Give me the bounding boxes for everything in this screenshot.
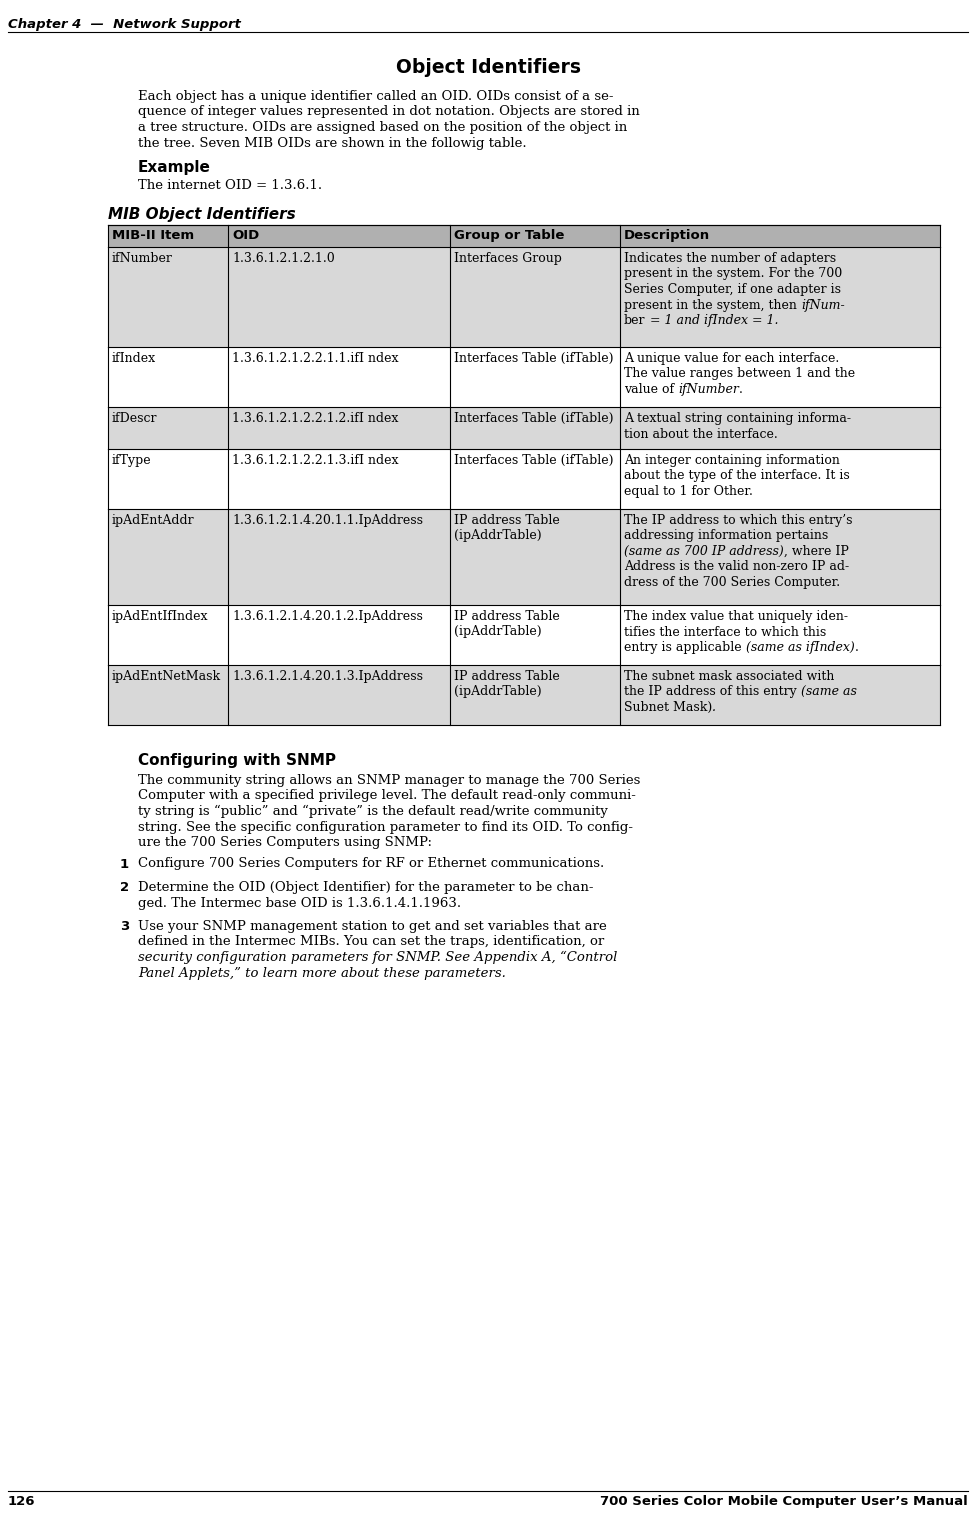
Text: ifNumber: ifNumber (678, 383, 739, 396)
Text: 1.3.6.1.2.1.4.20.1.2.IpAddress: 1.3.6.1.2.1.4.20.1.2.IpAddress (232, 611, 423, 623)
Text: Description: Description (624, 229, 711, 242)
Bar (108, 665, 940, 725)
Text: dress of the 700 Series Computer.: dress of the 700 Series Computer. (624, 576, 840, 589)
Text: addressing information pertains: addressing information pertains (624, 530, 829, 542)
Text: The internet OID = 1.3.6.1.: The internet OID = 1.3.6.1. (138, 179, 322, 191)
Text: ber: ber (624, 314, 645, 327)
Text: The community string allows an SNMP manager to manage the 700 Series: The community string allows an SNMP mana… (138, 775, 640, 787)
Text: The IP address to which this entry’s: The IP address to which this entry’s (624, 513, 852, 527)
Text: MIB Object Identifiers: MIB Object Identifiers (108, 207, 296, 222)
Text: Indicates the number of adapters: Indicates the number of adapters (624, 252, 836, 264)
Text: IP address Table: IP address Table (454, 513, 560, 527)
Text: 1.3.6.1.2.1.4.20.1.3.IpAddress: 1.3.6.1.2.1.4.20.1.3.IpAddress (232, 670, 423, 684)
Text: tion about the interface.: tion about the interface. (624, 427, 778, 441)
Text: .: . (854, 641, 858, 655)
Text: (same as: (same as (800, 685, 857, 699)
Text: The subnet mask associated with: The subnet mask associated with (624, 670, 834, 684)
Text: MIB-II Item: MIB-II Item (112, 229, 194, 242)
Text: IP address Table: IP address Table (454, 611, 560, 623)
Text: 2: 2 (120, 881, 129, 895)
Text: defined in the Intermec MIBs. You can set the traps, identification, or: defined in the Intermec MIBs. You can se… (138, 936, 604, 948)
Text: (ipAddrTable): (ipAddrTable) (454, 685, 542, 699)
Text: ure the 700 Series Computers using SNMP:: ure the 700 Series Computers using SNMP: (138, 835, 432, 849)
Text: 1: 1 (120, 858, 129, 870)
Text: Configuring with SNMP: Configuring with SNMP (138, 753, 336, 769)
Text: Chapter 4  —  Network Support: Chapter 4 — Network Support (8, 18, 241, 30)
Text: about the type of the interface. It is: about the type of the interface. It is (624, 469, 850, 483)
Bar (108, 605, 940, 665)
Text: ifIndex: ifIndex (112, 352, 156, 365)
Text: ty string is “public” and “private” is the default read/write community: ty string is “public” and “private” is t… (138, 805, 608, 819)
Bar (108, 225, 940, 248)
Text: Interfaces Table (ifTable): Interfaces Table (ifTable) (454, 412, 614, 425)
Text: Determine the OID (Object Identifier) for the parameter to be chan-: Determine the OID (Object Identifier) fo… (138, 881, 593, 895)
Text: Interfaces Table (ifTable): Interfaces Table (ifTable) (454, 454, 614, 466)
Text: the tree. Seven MIB OIDs are shown in the followig table.: the tree. Seven MIB OIDs are shown in th… (138, 137, 527, 149)
Text: Use your SNMP management station to get and set variables that are: Use your SNMP management station to get … (138, 921, 607, 933)
Text: A unique value for each interface.: A unique value for each interface. (624, 352, 839, 365)
Text: 126: 126 (8, 1495, 35, 1508)
Text: Address is the valid non-zero IP ad-: Address is the valid non-zero IP ad- (624, 561, 849, 574)
Text: = 1 and ifIndex = 1.: = 1 and ifIndex = 1. (645, 314, 778, 327)
Text: ifType: ifType (112, 454, 151, 466)
Text: OID: OID (232, 229, 260, 242)
Bar (108, 248, 940, 346)
Text: ipAdEntNetMask: ipAdEntNetMask (112, 670, 222, 684)
Text: value of: value of (624, 383, 678, 396)
Text: 1.3.6.1.2.1.2.2.1.1.ifI ndex: 1.3.6.1.2.1.2.2.1.1.ifI ndex (232, 352, 398, 365)
Text: Interfaces Table (ifTable): Interfaces Table (ifTable) (454, 352, 614, 365)
Text: 1.3.6.1.2.1.2.2.1.2.ifI ndex: 1.3.6.1.2.1.2.2.1.2.ifI ndex (232, 412, 398, 425)
Text: .: . (712, 700, 716, 714)
Text: 3: 3 (120, 921, 129, 933)
Text: present in the system. For the 700: present in the system. For the 700 (624, 267, 842, 281)
Text: An integer containing information: An integer containing information (624, 454, 840, 466)
Text: A textual string containing informa-: A textual string containing informa- (624, 412, 851, 425)
Text: 1.3.6.1.2.1.2.2.1.3.ifI ndex: 1.3.6.1.2.1.2.2.1.3.ifI ndex (232, 454, 398, 466)
Text: IP address Table: IP address Table (454, 670, 560, 684)
Text: Panel Applets,” to learn more about these parameters.: Panel Applets,” to learn more about thes… (138, 966, 506, 980)
Bar (108, 346, 940, 407)
Text: 1.3.6.1.2.1.4.20.1.1.IpAddress: 1.3.6.1.2.1.4.20.1.1.IpAddress (232, 513, 423, 527)
Bar (108, 450, 940, 509)
Text: ged. The Intermec base OID is 1.3.6.1.4.1.1963.: ged. The Intermec base OID is 1.3.6.1.4.… (138, 896, 461, 910)
Text: entry is applicable: entry is applicable (624, 641, 746, 655)
Text: ifDescr: ifDescr (112, 412, 157, 425)
Text: The index value that uniquely iden-: The index value that uniquely iden- (624, 611, 848, 623)
Text: (ipAddrTable): (ipAddrTable) (454, 530, 542, 542)
Text: the IP address of this entry: the IP address of this entry (624, 685, 800, 699)
Text: 1.3.6.1.2.1.2.1.0: 1.3.6.1.2.1.2.1.0 (232, 252, 335, 264)
Text: (same as 700 IP address): (same as 700 IP address) (624, 545, 784, 557)
Text: , where IP: , where IP (784, 545, 848, 557)
Text: security configuration parameters for SNMP. See Appendix A, “Control: security configuration parameters for SN… (138, 951, 618, 965)
Text: Configure 700 Series Computers for RF or Ethernet communications.: Configure 700 Series Computers for RF or… (138, 858, 604, 870)
Text: ipAdEntAddr: ipAdEntAddr (112, 513, 194, 527)
Text: Subnet Mask): Subnet Mask) (624, 700, 712, 714)
Text: (ipAddrTable): (ipAddrTable) (454, 626, 542, 638)
Text: Example: Example (138, 159, 211, 175)
Text: ifNum-: ifNum- (801, 299, 844, 311)
Text: Each object has a unique identifier called an OID. OIDs consist of a se-: Each object has a unique identifier call… (138, 90, 614, 103)
Text: (same as ifIndex): (same as ifIndex) (746, 641, 854, 655)
Text: equal to 1 for Other.: equal to 1 for Other. (624, 485, 752, 498)
Text: .: . (739, 383, 743, 396)
Text: 700 Series Color Mobile Computer User’s Manual: 700 Series Color Mobile Computer User’s … (600, 1495, 968, 1508)
Text: Object Identifiers: Object Identifiers (395, 58, 581, 77)
Text: string. See the specific configuration parameter to find its OID. To config-: string. See the specific configuration p… (138, 820, 633, 834)
Bar (108, 407, 940, 450)
Text: quence of integer values represented in dot notation. Objects are stored in: quence of integer values represented in … (138, 105, 639, 118)
Text: present in the system, then: present in the system, then (624, 299, 801, 311)
Text: Series Computer, if one adapter is: Series Computer, if one adapter is (624, 283, 841, 296)
Text: a tree structure. OIDs are assigned based on the position of the object in: a tree structure. OIDs are assigned base… (138, 122, 628, 134)
Bar (108, 509, 940, 605)
Text: ipAdEntIfIndex: ipAdEntIfIndex (112, 611, 209, 623)
Text: Computer with a specified privilege level. The default read-only communi-: Computer with a specified privilege leve… (138, 790, 636, 802)
Text: Interfaces Group: Interfaces Group (454, 252, 562, 264)
Text: Group or Table: Group or Table (454, 229, 564, 242)
Text: tifies the interface to which this: tifies the interface to which this (624, 626, 827, 638)
Text: The value ranges between 1 and the: The value ranges between 1 and the (624, 368, 855, 380)
Text: ifNumber: ifNumber (112, 252, 173, 264)
